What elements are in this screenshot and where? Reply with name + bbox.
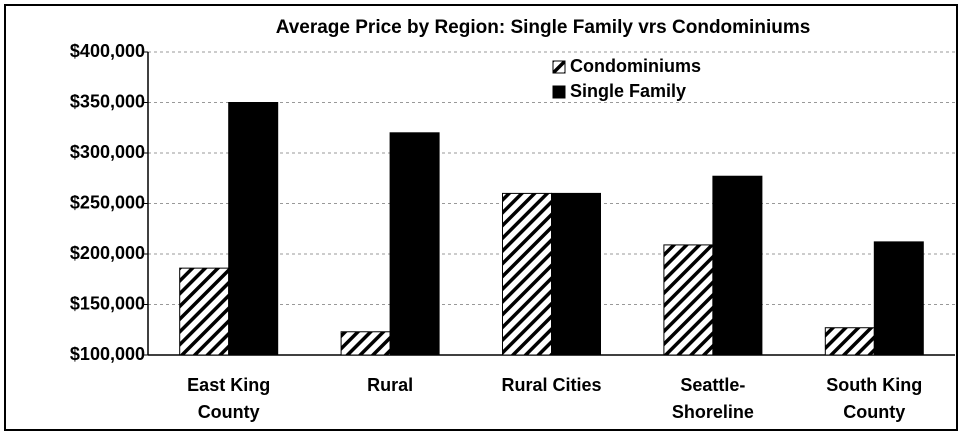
x-tick-label: Rural (367, 375, 414, 395)
x-tick-label: Rural Cities (501, 375, 602, 395)
bar (663, 244, 714, 356)
bar (179, 267, 230, 356)
x-tick-label: South King County (826, 375, 923, 422)
x-tick-label: East King County (187, 375, 271, 422)
y-tick-label: $100,000 (70, 344, 145, 364)
legend-label: Condominiums (570, 56, 701, 76)
bar (712, 175, 763, 356)
y-tick-label: $250,000 (70, 192, 145, 212)
y-tick-label: $200,000 (70, 243, 145, 263)
legend-swatch (552, 60, 566, 74)
legend-label: Single Family (570, 81, 686, 101)
bar (389, 132, 440, 356)
chart-title: Average Price by Region: Single Family v… (276, 17, 811, 38)
bar (873, 241, 924, 356)
legend-swatch (552, 85, 566, 99)
y-tick-label: $350,000 (70, 91, 145, 111)
y-tick-label: $300,000 (70, 142, 145, 162)
bar (228, 102, 279, 356)
chart-border (4, 4, 958, 431)
bar (340, 331, 391, 356)
bar (824, 327, 875, 356)
y-tick-label: $150,000 (70, 293, 145, 313)
x-tick-label: Seattle-Shoreline (671, 375, 754, 422)
bar (551, 192, 601, 356)
bar (502, 192, 552, 356)
y-tick-label: $400,000 (70, 41, 145, 61)
